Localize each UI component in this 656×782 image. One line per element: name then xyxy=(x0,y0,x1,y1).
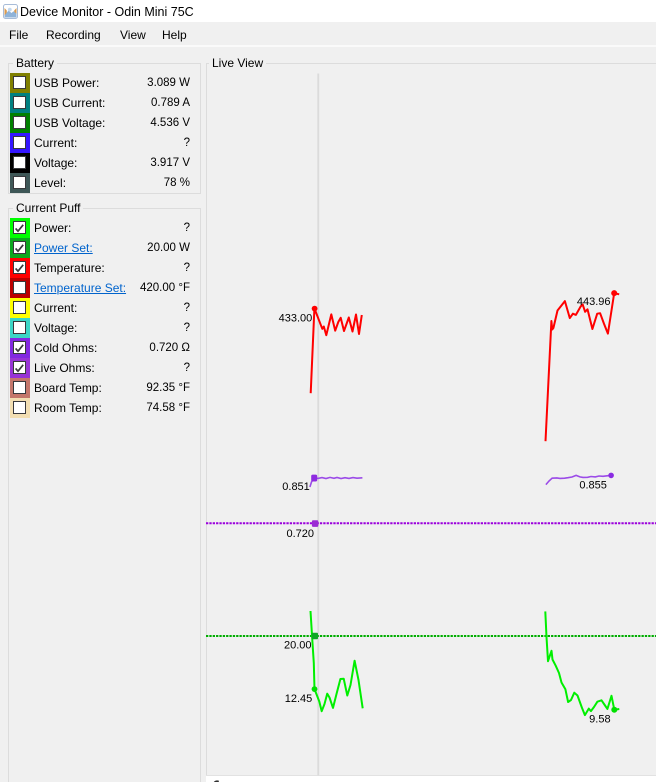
svg-text:433.00: 433.00 xyxy=(279,313,313,325)
svg-text:0.720: 0.720 xyxy=(286,528,314,540)
svg-text:0.855: 0.855 xyxy=(579,480,607,492)
svg-text:0.851: 0.851 xyxy=(282,481,310,493)
svg-text:443.96: 443.96 xyxy=(577,296,611,308)
svg-text:20.00: 20.00 xyxy=(284,640,312,652)
svg-text:9.58: 9.58 xyxy=(589,714,610,726)
svg-text:12.45: 12.45 xyxy=(285,693,313,705)
